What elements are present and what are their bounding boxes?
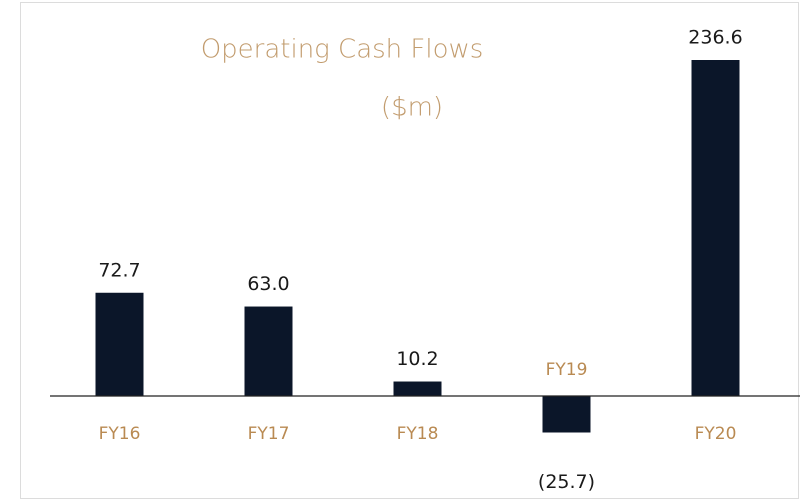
value-label: 10.2 xyxy=(396,348,438,370)
x-tick-label: FY17 xyxy=(248,424,290,444)
value-label: 72.7 xyxy=(98,259,140,281)
chart-subtitle: ($m) xyxy=(381,93,443,123)
value-label: (25.7) xyxy=(538,471,595,493)
x-tick-label: FY18 xyxy=(397,424,439,444)
x-tick-label: FY16 xyxy=(99,424,141,444)
x-tick-label: FY19 xyxy=(546,360,588,380)
chart-title: Operating Cash Flows xyxy=(201,35,484,65)
bar xyxy=(542,396,591,433)
bar xyxy=(393,381,442,396)
bar xyxy=(691,60,740,396)
bar xyxy=(95,292,144,396)
value-label: 236.6 xyxy=(688,27,742,49)
value-label: 63.0 xyxy=(247,273,289,295)
x-tick-label: FY20 xyxy=(695,424,737,444)
frame xyxy=(20,2,799,499)
bar xyxy=(244,306,293,396)
